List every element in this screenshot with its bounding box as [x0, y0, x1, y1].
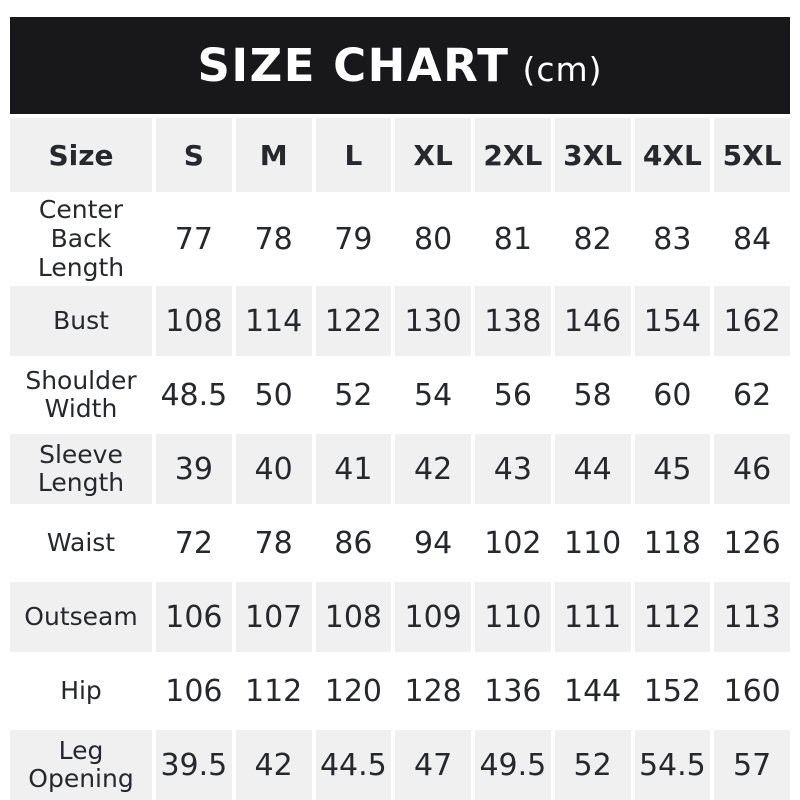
column-header-2xl: 2XL	[475, 118, 551, 192]
size-value: 45	[634, 434, 711, 505]
size-value: 52	[554, 730, 631, 800]
size-value: 108	[315, 582, 392, 653]
size-value: 154	[634, 286, 711, 357]
table-row: Shoulder Width 48.5 50 52 54 56 58 60 62	[10, 360, 790, 430]
size-value: 162	[714, 286, 790, 357]
size-value: 136	[484, 673, 542, 709]
size-value: 50	[254, 377, 293, 413]
table-row: Center Back Length 77 78 79 80 81 82 83 84	[10, 195, 790, 282]
size-value: 83	[653, 221, 692, 257]
row-label: Waist	[46, 527, 116, 557]
size-value: 41	[315, 434, 392, 505]
size-value: 112	[634, 582, 711, 653]
size-value: 62	[733, 377, 772, 413]
size-value: 118	[643, 525, 701, 561]
size-value: 126	[723, 525, 781, 561]
size-value: 138	[475, 286, 551, 357]
size-value: 106	[165, 673, 223, 709]
row-label: Bust	[10, 286, 152, 357]
size-value: 107	[235, 582, 312, 653]
size-value: 82	[573, 221, 612, 257]
size-value: 44	[554, 434, 631, 505]
size-value: 40	[235, 434, 312, 505]
row-label: Shoulder Width	[25, 365, 137, 424]
column-header-5xl: 5XL	[714, 118, 790, 192]
size-chart-unit: (cm)	[522, 50, 603, 89]
size-value: 80	[414, 221, 453, 257]
size-chart-title: SIZE CHART	[197, 39, 510, 92]
size-value: 110	[563, 525, 622, 561]
size-value: 109	[395, 582, 471, 653]
size-chart-banner: SIZE CHART (cm)	[10, 17, 790, 114]
size-chart-table: Size S M L XL 2XL 3XL 4XL 5XL Center Back Length…	[6, 114, 794, 800]
size-table-body: Center Back Length 77 78 79 80 81 82 83 84 Bust 10…	[10, 195, 790, 800]
size-value: 60	[653, 377, 692, 413]
size-value: 46	[714, 434, 790, 505]
table-row: Waist 72 78 86 94 102 110 118 126	[10, 508, 790, 578]
row-label: Center Back Length	[37, 195, 125, 282]
size-value: 57	[714, 730, 790, 800]
table-row: Outseam 106 107 108 109 110 111 112 113	[10, 582, 790, 653]
size-value: 128	[404, 673, 462, 709]
row-label: Hip	[60, 675, 102, 705]
row-label: Sleeve Length	[10, 434, 152, 505]
size-value: 112	[244, 673, 303, 709]
column-header-3xl: 3XL	[554, 118, 631, 192]
size-value: 42	[235, 730, 312, 800]
size-value: 44.5	[315, 730, 392, 800]
column-header-xl: XL	[395, 118, 471, 192]
size-value: 152	[643, 673, 701, 709]
size-value: 52	[334, 377, 373, 413]
size-value: 81	[493, 221, 532, 257]
size-value: 102	[484, 525, 542, 561]
table-row: Sleeve Length 39 40 41 42 43 44 45 46	[10, 434, 790, 505]
size-value: 113	[714, 582, 790, 653]
size-value: 108	[156, 286, 232, 357]
column-header-4xl: 4XL	[634, 118, 711, 192]
size-value: 42	[395, 434, 471, 505]
size-value: 106	[156, 582, 232, 653]
size-value: 54	[414, 377, 453, 413]
header-row: Size S M L XL 2XL 3XL 4XL 5XL	[10, 118, 790, 192]
size-value: 43	[475, 434, 551, 505]
size-value: 49.5	[475, 730, 551, 800]
column-header-m: M	[235, 118, 312, 192]
size-value: 86	[334, 525, 373, 561]
size-value: 84	[733, 221, 772, 257]
size-value: 48.5	[160, 377, 228, 413]
table-row: Bust 108 114 122 130 138 146 154 162	[10, 286, 790, 357]
size-value: 72	[174, 525, 213, 561]
size-value: 146	[554, 286, 631, 357]
size-value: 110	[475, 582, 551, 653]
size-value: 79	[334, 221, 373, 257]
size-value: 56	[493, 377, 532, 413]
size-table-head: Size S M L XL 2XL 3XL 4XL 5XL	[10, 118, 790, 192]
size-value: 120	[324, 673, 382, 709]
size-value: 122	[315, 286, 392, 357]
size-value: 130	[395, 286, 471, 357]
size-value: 111	[554, 582, 631, 653]
row-label: Leg Opening	[10, 730, 152, 800]
table-row: Leg Opening 39.5 42 44.5 47 49.5 52 54.5 57	[10, 730, 790, 800]
size-value: 58	[573, 377, 612, 413]
size-value: 47	[395, 730, 471, 800]
size-chart-page: SIZE CHART (cm) Size S M L XL 2XL 3XL 4XL 5XL Cen…	[0, 17, 800, 800]
size-value: 94	[414, 525, 453, 561]
row-label: Outseam	[10, 582, 152, 653]
size-value: 39	[156, 434, 232, 505]
size-value: 54.5	[634, 730, 711, 800]
column-header-size: Size	[10, 118, 152, 192]
column-header-l: L	[315, 118, 392, 192]
column-header-s: S	[156, 118, 232, 192]
size-value: 39.5	[156, 730, 232, 800]
size-value: 78	[254, 221, 293, 257]
size-value: 144	[563, 673, 622, 709]
table-row: Hip 106 112 120 128 136 144 152 160	[10, 656, 790, 726]
size-value: 160	[723, 673, 781, 709]
size-value: 114	[235, 286, 312, 357]
size-value: 77	[174, 221, 213, 257]
size-value: 78	[254, 525, 293, 561]
